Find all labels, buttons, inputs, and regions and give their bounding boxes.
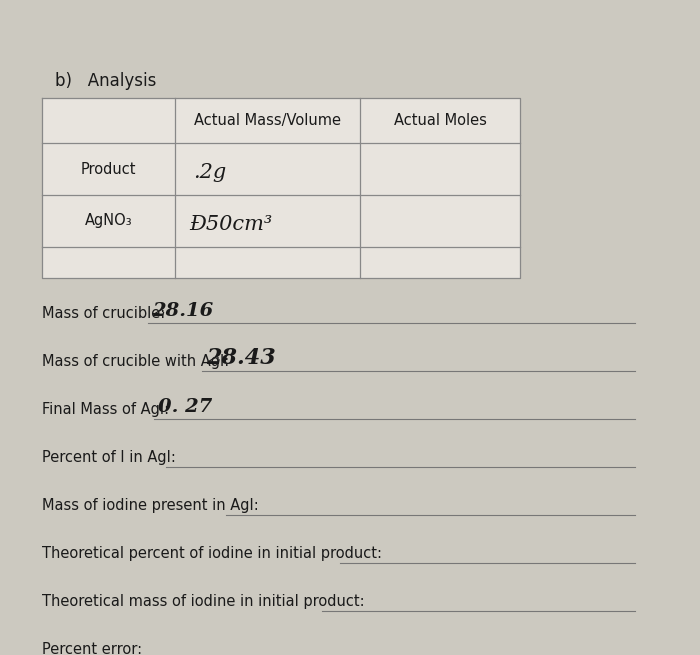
Text: Mass of crucible:: Mass of crucible: bbox=[42, 306, 165, 321]
Text: Actual Moles: Actual Moles bbox=[393, 113, 486, 128]
Bar bbox=[42, 98, 520, 278]
Text: .2g: .2g bbox=[193, 164, 226, 183]
Text: 28.43: 28.43 bbox=[206, 347, 276, 369]
Text: Final Mass of AgI:: Final Mass of AgI: bbox=[42, 402, 169, 417]
Text: Theoretical percent of iodine in initial product:: Theoretical percent of iodine in initial… bbox=[42, 546, 382, 561]
Text: Ð50cm³: Ð50cm³ bbox=[189, 214, 272, 233]
Text: Percent error:: Percent error: bbox=[42, 642, 142, 655]
Text: Mass of crucible with AgI:: Mass of crucible with AgI: bbox=[42, 354, 230, 369]
Text: Theoretical mass of iodine in initial product:: Theoretical mass of iodine in initial pr… bbox=[42, 594, 365, 609]
Text: 28.16: 28.16 bbox=[152, 302, 214, 320]
Text: Actual Mass/Volume: Actual Mass/Volume bbox=[194, 113, 341, 128]
Text: AgNO₃: AgNO₃ bbox=[85, 214, 132, 229]
Text: Product: Product bbox=[80, 162, 136, 176]
Text: Percent of I in AgI:: Percent of I in AgI: bbox=[42, 450, 176, 465]
Text: Mass of iodine present in AgI:: Mass of iodine present in AgI: bbox=[42, 498, 259, 513]
Text: 0. 27: 0. 27 bbox=[158, 398, 212, 416]
Text: b)   Analysis: b) Analysis bbox=[55, 72, 156, 90]
